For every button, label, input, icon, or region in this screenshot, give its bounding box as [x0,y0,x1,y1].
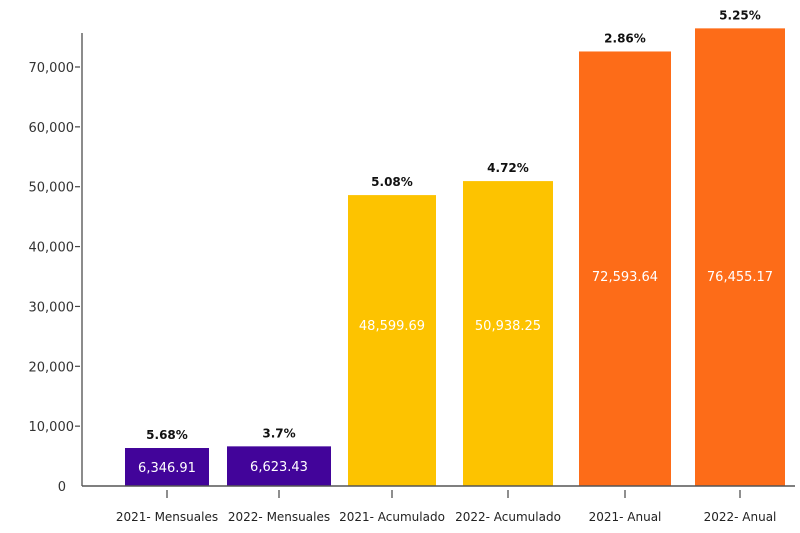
bar [125,448,209,486]
x-tick-label: 2022- Mensuales [228,510,330,524]
bar-annotation: 2.86% [604,31,646,45]
y-axis: 0 10,000 20,000 30,000 40,000 50,000 60,000 70,… [29,33,83,495]
y-tick-label: 10,000 [29,420,75,435]
bar-value-label: 6,346.91 [138,461,196,476]
bar-value-label: 50,938.25 [475,319,541,334]
x-tick-label: 2021- Anual [589,510,662,524]
bar [463,181,553,486]
y-tick-label: 60,000 [29,121,75,136]
y-tick-label: 50,000 [29,181,75,196]
bar [579,51,671,486]
bar-value-label: 76,455.17 [707,270,773,285]
y-tick-label: 70,000 [29,61,75,76]
bar-annotation: 3.7% [262,426,295,440]
bar-annotation: 5.68% [146,428,188,442]
bar-value-label: 72,593.64 [592,270,658,285]
y-tick-label: 40,000 [29,241,75,256]
bar [695,28,785,486]
x-axis: 2021- Mensuales 2022- Mensuales 2021- Acum… [82,485,795,524]
bars: 5.68% 6,346.91 3.7% 6,623.43 5.08% 48,599.69 4… [125,8,785,487]
x-tick-label: 2021- Mensuales [116,510,218,524]
x-tick-label: 2022- Anual [704,510,777,524]
bar-annotation: 4.72% [487,161,529,175]
x-tick-label: 2022- Acumulado [455,510,561,524]
y-tick-label: 30,000 [29,300,75,315]
bar-value-label: 6,623.43 [250,460,308,475]
y-tick-label: 0 [58,480,66,495]
bar [348,195,436,487]
bar-annotation: 5.08% [371,175,413,189]
x-tick-label: 2021- Acumulado [339,510,445,524]
y-tick-label: 20,000 [29,360,75,375]
bar-annotation: 5.25% [719,8,761,22]
bar-value-label: 48,599.69 [359,319,425,334]
bar [227,446,331,486]
